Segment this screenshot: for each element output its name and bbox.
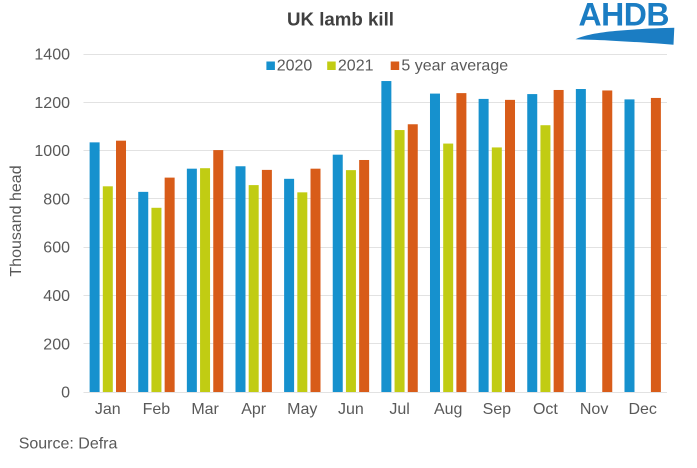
svg-text:Oct: Oct — [533, 401, 558, 418]
svg-text:800: 800 — [43, 192, 70, 209]
svg-text:1200: 1200 — [34, 95, 70, 112]
svg-text:2020: 2020 — [277, 57, 313, 74]
svg-text:Jan: Jan — [95, 401, 121, 418]
svg-text:Jul: Jul — [389, 401, 409, 418]
svg-text:May: May — [287, 401, 317, 418]
svg-text:400: 400 — [43, 288, 70, 305]
svg-text:1400: 1400 — [34, 47, 70, 64]
svg-text:600: 600 — [43, 240, 70, 257]
svg-text:Thousand head: Thousand head — [8, 165, 25, 276]
svg-text:Nov: Nov — [580, 401, 608, 418]
svg-text:1000: 1000 — [34, 143, 70, 160]
svg-text:Dec: Dec — [628, 401, 656, 418]
svg-text:Aug: Aug — [434, 401, 462, 418]
svg-text:Sep: Sep — [483, 401, 512, 418]
svg-text:Jun: Jun — [338, 401, 364, 418]
svg-text:Apr: Apr — [241, 401, 267, 418]
svg-text:200: 200 — [43, 336, 70, 353]
svg-text:AHDB: AHDB — [579, 0, 669, 33]
svg-text:Source: Defra: Source: Defra — [19, 436, 118, 453]
svg-text:5 year average: 5 year average — [401, 57, 508, 74]
svg-text:Feb: Feb — [143, 401, 171, 418]
svg-text:UK lamb kill: UK lamb kill — [287, 9, 394, 30]
svg-text:2021: 2021 — [338, 57, 374, 74]
svg-text:0: 0 — [61, 385, 70, 402]
svg-text:Mar: Mar — [191, 401, 219, 418]
